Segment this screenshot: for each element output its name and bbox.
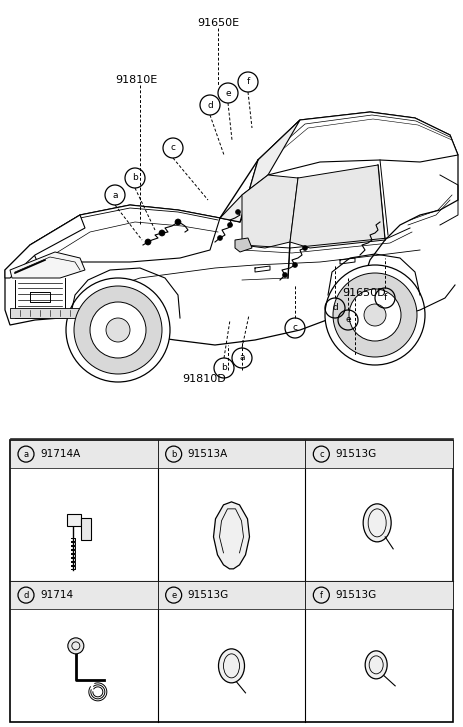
Text: d: d: [332, 303, 338, 313]
Circle shape: [218, 236, 223, 241]
Text: a: a: [112, 190, 118, 199]
Text: 91810E: 91810E: [115, 75, 157, 85]
Text: c: c: [170, 143, 175, 153]
Circle shape: [227, 222, 232, 228]
Text: 91810D: 91810D: [182, 374, 226, 384]
Circle shape: [349, 289, 401, 341]
Circle shape: [66, 278, 170, 382]
Circle shape: [90, 302, 146, 358]
Circle shape: [236, 209, 240, 214]
Bar: [305, 440, 453, 468]
Text: b: b: [132, 174, 138, 182]
Text: f: f: [383, 294, 387, 302]
Text: e: e: [345, 316, 351, 324]
Polygon shape: [5, 215, 85, 278]
Polygon shape: [290, 165, 385, 248]
Text: b: b: [221, 364, 227, 372]
Polygon shape: [235, 238, 252, 252]
Polygon shape: [220, 120, 300, 222]
Text: 91513G: 91513G: [335, 449, 376, 459]
Text: f: f: [320, 590, 323, 600]
Circle shape: [325, 265, 425, 365]
Text: f: f: [246, 78, 250, 87]
Polygon shape: [10, 308, 80, 318]
Text: c: c: [293, 324, 298, 332]
Circle shape: [364, 304, 386, 326]
Polygon shape: [5, 112, 458, 345]
Text: d: d: [23, 590, 29, 600]
Circle shape: [74, 286, 162, 374]
Text: e: e: [171, 590, 176, 600]
Circle shape: [333, 273, 417, 357]
Bar: [10, 440, 453, 722]
Polygon shape: [30, 205, 220, 268]
Text: e: e: [225, 89, 231, 97]
Circle shape: [302, 246, 307, 251]
Text: 91513G: 91513G: [335, 590, 376, 600]
Text: 91513A: 91513A: [188, 449, 228, 459]
Text: 91650E: 91650E: [197, 18, 239, 28]
Bar: [158, 581, 305, 609]
Text: 91714: 91714: [40, 590, 73, 600]
Ellipse shape: [363, 504, 391, 542]
Bar: [10, 440, 158, 468]
Text: a: a: [24, 449, 29, 459]
Ellipse shape: [219, 649, 244, 683]
Ellipse shape: [365, 651, 387, 679]
Polygon shape: [258, 112, 458, 175]
Text: d: d: [207, 100, 213, 110]
Bar: [81, 518, 91, 540]
Polygon shape: [242, 175, 298, 248]
Circle shape: [145, 239, 151, 245]
Circle shape: [68, 638, 84, 654]
Bar: [158, 440, 305, 468]
Text: a: a: [239, 353, 245, 363]
Circle shape: [175, 219, 181, 225]
Bar: [67, 514, 81, 526]
Text: c: c: [319, 449, 324, 459]
Circle shape: [159, 230, 165, 236]
Circle shape: [282, 273, 288, 278]
Polygon shape: [213, 502, 250, 569]
Text: 91650D: 91650D: [342, 288, 386, 298]
Circle shape: [293, 262, 298, 268]
Text: 91714A: 91714A: [40, 449, 80, 459]
Polygon shape: [10, 252, 85, 278]
Circle shape: [106, 318, 130, 342]
Bar: [305, 581, 453, 609]
Text: 91513G: 91513G: [188, 590, 229, 600]
Text: b: b: [171, 449, 176, 459]
Bar: [10, 581, 158, 609]
